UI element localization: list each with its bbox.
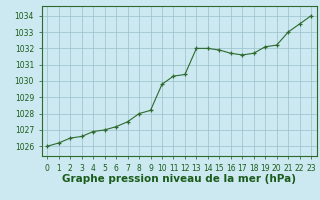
X-axis label: Graphe pression niveau de la mer (hPa): Graphe pression niveau de la mer (hPa) [62,174,296,184]
